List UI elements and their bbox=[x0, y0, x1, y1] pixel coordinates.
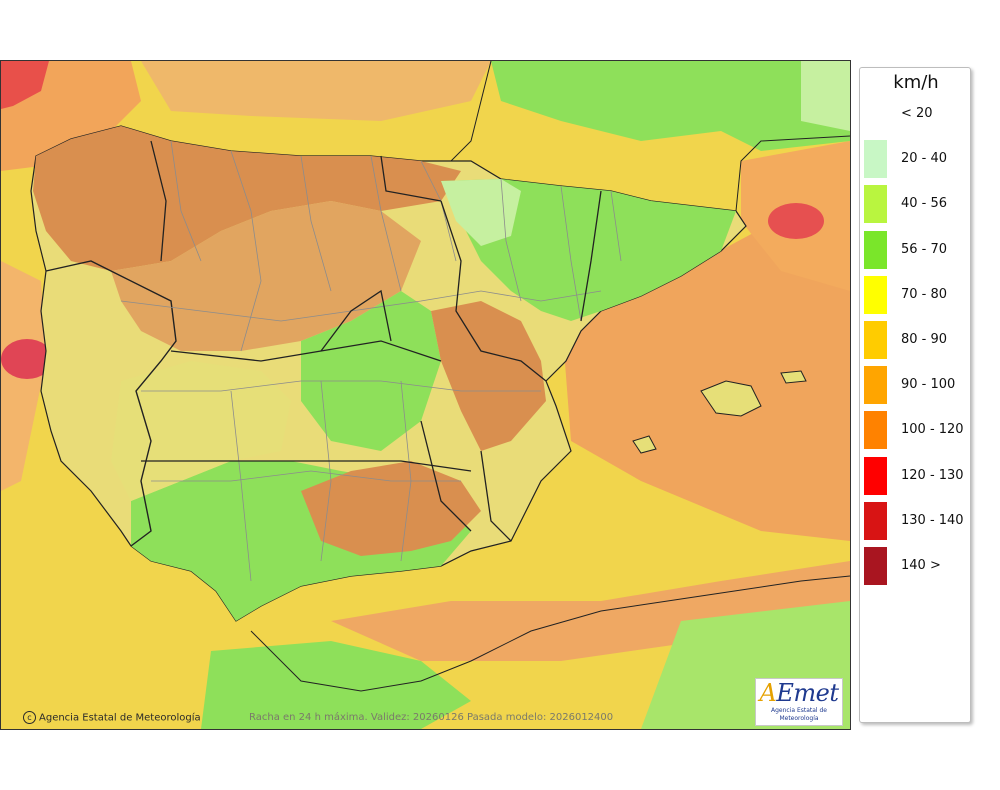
sea-green-france bbox=[491, 61, 850, 151]
map-caption: Racha en 24 h máxima. Validez: 20260126 … bbox=[249, 712, 614, 723]
ibiza bbox=[632, 435, 657, 454]
land-orange-betic bbox=[301, 461, 481, 556]
legend-label: 100 - 120 bbox=[901, 422, 964, 438]
legend-item: 20 - 40 bbox=[864, 140, 972, 179]
legend-item: 40 - 56 bbox=[864, 185, 972, 224]
legend-item: 120 - 130 bbox=[864, 456, 972, 495]
legend-swatch bbox=[864, 456, 887, 495]
land-yellow-extremadura bbox=[111, 361, 291, 501]
land-orange-castilla bbox=[111, 201, 421, 351]
sea-red-gulf-lion bbox=[768, 203, 824, 239]
copyright-icon: c bbox=[23, 711, 36, 724]
copyright-notice: c Agencia Estatal de Meteorología bbox=[23, 711, 201, 724]
logo-word: AEmet bbox=[759, 679, 839, 707]
legend-swatch bbox=[864, 95, 887, 133]
legend-label: 130 - 140 bbox=[901, 512, 964, 528]
mallorca bbox=[700, 380, 762, 417]
legend-label: 120 - 130 bbox=[901, 467, 964, 483]
legend-swatch bbox=[864, 547, 887, 585]
legend-item: 130 - 140 bbox=[864, 501, 972, 540]
legend-item: 140 > bbox=[864, 547, 972, 585]
land-lightgreen-navarra bbox=[441, 179, 521, 246]
aemet-logo: AEmet Agencia Estatal de Meteorología bbox=[755, 678, 843, 726]
legend-label: 40 - 56 bbox=[901, 196, 948, 212]
sea-green-morocco bbox=[201, 641, 471, 729]
legend-swatch bbox=[864, 366, 887, 405]
sea-lightgreen-france bbox=[801, 61, 850, 131]
map-canvas bbox=[1, 61, 850, 729]
legend-swatch bbox=[864, 411, 887, 450]
africa-coast bbox=[250, 575, 850, 692]
legend-swatch bbox=[864, 140, 887, 179]
legend-item: 100 - 120 bbox=[864, 411, 972, 450]
color-legend: km/h < 20 20 - 40 40 - 56 56 - 70 70 - 80 80 … bbox=[859, 67, 971, 723]
wind-gust-map: c Agencia Estatal de Meteorología Racha e… bbox=[0, 60, 851, 730]
region-borders bbox=[141, 140, 602, 542]
copyright-text: Agencia Estatal de Meteorología bbox=[39, 712, 201, 724]
legend-label: 56 - 70 bbox=[901, 241, 948, 257]
legend-item: < 20 bbox=[864, 95, 972, 133]
france-coast bbox=[450, 61, 492, 162]
legend-item: 56 - 70 bbox=[864, 230, 972, 269]
legend-item: 80 - 90 bbox=[864, 321, 972, 359]
legend-label: 70 - 80 bbox=[901, 286, 948, 302]
province-lines bbox=[120, 140, 622, 582]
legend-title: km/h bbox=[893, 72, 939, 93]
legend-label: 20 - 40 bbox=[901, 151, 948, 167]
logo-subtitle: Agencia Estatal de Meteorología bbox=[770, 707, 827, 722]
legend-swatch bbox=[864, 501, 887, 540]
legend-swatch bbox=[864, 185, 887, 224]
sea-orange-biscay bbox=[141, 61, 491, 121]
menorca bbox=[780, 370, 807, 384]
legend-item: 90 - 100 bbox=[864, 366, 972, 405]
sea-red-galicia bbox=[1, 339, 53, 379]
legend-label: 80 - 90 bbox=[901, 332, 948, 347]
legend-swatch bbox=[864, 230, 887, 269]
legend-item: 70 - 80 bbox=[864, 275, 972, 314]
legend-label: 90 - 100 bbox=[901, 377, 956, 393]
france-med-coast bbox=[735, 135, 850, 212]
legend-swatch bbox=[864, 321, 887, 359]
sea-red-northwest bbox=[1, 61, 49, 109]
legend-swatch bbox=[864, 275, 887, 314]
portugal-border bbox=[45, 260, 177, 547]
legend-label: < 20 bbox=[901, 106, 933, 121]
land-orange-iberian bbox=[431, 301, 546, 451]
legend-label: 140 > bbox=[901, 558, 941, 573]
sea-orange-balearic bbox=[561, 181, 850, 541]
